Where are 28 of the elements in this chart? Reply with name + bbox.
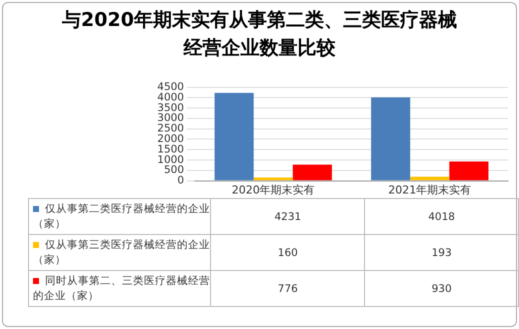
legend-label: 仅从事第三类医疗器械经营的企业（家） <box>28 234 211 270</box>
bar <box>254 177 293 180</box>
bar <box>410 176 450 180</box>
data-label: 160 <box>210 234 365 270</box>
bar <box>292 164 332 180</box>
data-label: 776 <box>210 270 365 306</box>
data-label: 4231 <box>210 198 365 234</box>
chart-title: 与2020年期末实有从事第二类、三类医疗器械经营企业数量比较 <box>61 8 458 61</box>
y-tick-label: 2500 <box>157 122 184 135</box>
y-tick-label: 500 <box>164 164 184 176</box>
y-tick-label: 3000 <box>157 112 184 124</box>
bar <box>371 97 410 180</box>
x-tick-label: 2020年期末实有 <box>232 183 315 196</box>
y-tick-label: 4000 <box>157 91 184 104</box>
legend-label: 同时从事第二、三类医疗器械经营的企业（家） <box>28 270 211 306</box>
y-tick-label: 4500 <box>157 81 184 94</box>
data-label: 193 <box>364 234 518 270</box>
y-tick-label: 1000 <box>157 154 184 166</box>
bar <box>214 92 254 180</box>
y-tick-label: 3500 <box>157 102 184 114</box>
data-label: 930 <box>364 270 518 306</box>
y-tick-label: 0 <box>177 174 184 187</box>
y-tick-label: 2000 <box>157 132 184 145</box>
bar <box>449 161 488 180</box>
data-label: 4018 <box>364 198 518 234</box>
legend-label: 仅从事第二类医疗器械经营的企业（家） <box>28 198 211 234</box>
x-tick-label: 2021年期末实有 <box>388 183 472 196</box>
y-tick-label: 1500 <box>157 143 184 156</box>
